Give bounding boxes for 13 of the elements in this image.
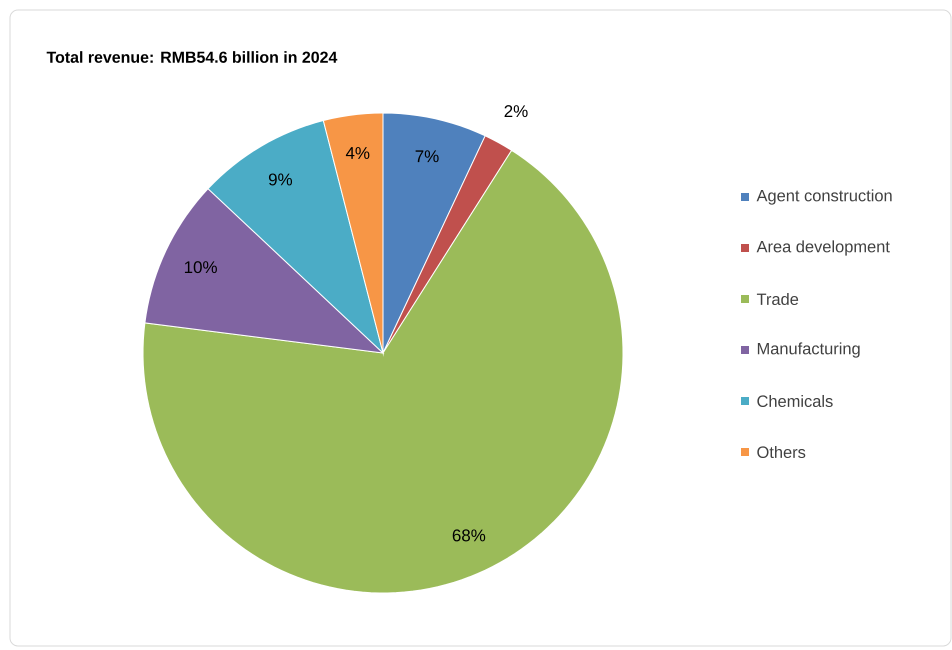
- data-label: 9%: [268, 173, 292, 186]
- legend-label: Manufacturing: [758, 342, 860, 358]
- legend-label: Others: [757, 446, 806, 458]
- chart-title: Total revenue: RMB54.6 billion in 2024: [46, 51, 338, 63]
- data-label: 10%: [184, 261, 217, 274]
- data-label: 68%: [452, 529, 486, 542]
- legend-label: Area development: [756, 240, 890, 256]
- legend-label: Chemicals: [757, 394, 833, 408]
- legend-label: Agent construction: [756, 189, 892, 205]
- legend-label: Trade: [756, 292, 798, 306]
- data-label: 2%: [504, 105, 528, 118]
- data-label: 4%: [346, 147, 370, 159]
- data-label: 7%: [416, 150, 439, 162]
